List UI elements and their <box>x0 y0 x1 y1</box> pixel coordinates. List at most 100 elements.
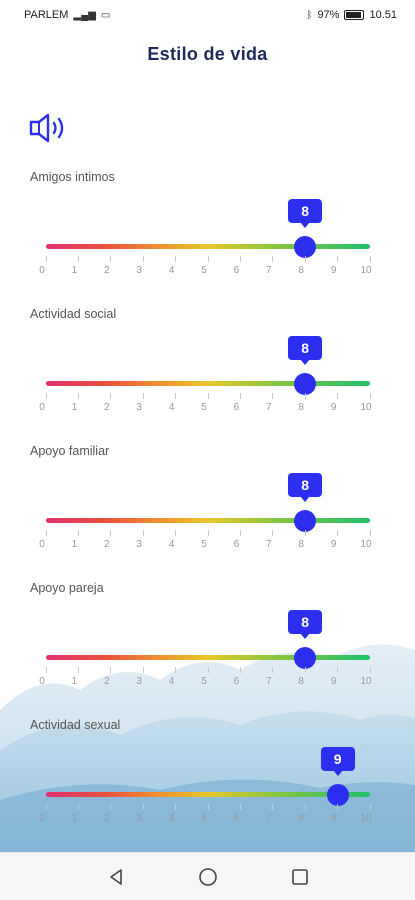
slider-tick-label: 10 <box>360 676 372 687</box>
slider-tick <box>142 530 144 536</box>
slider-tick <box>77 804 79 810</box>
slider-tick <box>77 530 79 536</box>
slider-tick <box>77 256 79 262</box>
slider-track[interactable] <box>46 792 370 797</box>
status-left: PARLEM ▂▄▆ ▭ <box>24 9 110 21</box>
slider-tick <box>142 804 144 810</box>
slider-tick-label: 5 <box>201 676 207 687</box>
slider-tick-label: 4 <box>168 813 175 824</box>
slider-tick-label: 2 <box>104 676 110 687</box>
slider-tick-label: 7 <box>266 676 272 687</box>
slider-tick-label: 7 <box>266 265 272 276</box>
back-triangle-icon[interactable] <box>104 865 128 889</box>
slider-tick-label: 9 <box>330 402 337 413</box>
slider-tick <box>272 804 274 810</box>
slider-tick <box>239 256 241 262</box>
status-bar: PARLEM ▂▄▆ ▭ ᛒ 97% 10.51 <box>0 0 415 30</box>
slider-tick-label: 9 <box>330 813 337 824</box>
slider-tick-label: 9 <box>330 539 337 550</box>
slider-tick <box>239 393 241 399</box>
slider-tick-label: 5 <box>201 402 207 413</box>
slider-tick-label: 8 <box>298 402 304 413</box>
slider-track[interactable] <box>46 244 370 249</box>
slider-tick-label: 5 <box>201 813 207 824</box>
slider-tick <box>142 256 144 262</box>
slider-tick-label: 2 <box>104 813 110 824</box>
slider-tick <box>369 256 371 262</box>
slider-group: Amigos intimos 8 0 1 2 3 4 5 6 7 8 9 10 <box>0 170 415 290</box>
slider-tick-label: 10 <box>360 813 372 824</box>
slider-tick <box>337 393 339 399</box>
slider-tick-label: 8 <box>298 265 304 276</box>
slider-tick-label: 6 <box>233 676 240 687</box>
slider-label: Amigos intimos <box>30 170 115 184</box>
slider-tick-label: 8 <box>298 539 304 550</box>
slider-thumb[interactable] <box>294 236 317 258</box>
slider-tick <box>110 804 112 810</box>
slider-group: Apoyo pareja 8 0 1 2 3 4 5 6 7 8 9 10 <box>0 581 415 701</box>
slider-tick-label: 9 <box>330 265 337 276</box>
battery-percent: 97% <box>317 9 340 21</box>
bluetooth-icon: ᛒ <box>306 9 313 21</box>
slider-tick <box>207 667 209 673</box>
slider-tick-label: 8 <box>298 676 304 687</box>
slider-label: Apoyo familiar <box>30 444 110 458</box>
slider-track[interactable] <box>46 518 370 523</box>
slider-tick-label: 0 <box>39 265 45 276</box>
slider-tick <box>337 530 339 536</box>
slider-tick <box>110 393 112 399</box>
signal-icon: ▂▄▆ <box>73 9 96 21</box>
slider-tick-label: 3 <box>136 813 142 824</box>
slider-tick <box>369 530 371 536</box>
slider-tick <box>304 530 306 536</box>
slider-tick-label: 0 <box>39 539 45 550</box>
slider-tick <box>45 667 47 673</box>
slider-tick-label: 4 <box>168 402 175 413</box>
slider-label: Actividad social <box>30 307 117 321</box>
slider-tick <box>272 393 274 399</box>
slider-tick <box>45 804 47 810</box>
slider-tick-label: 10 <box>360 265 372 276</box>
slider-tick-label: 5 <box>201 265 207 276</box>
slider-value-bubble: 8 <box>288 199 323 223</box>
slider-track[interactable] <box>46 381 370 386</box>
slider-thumb[interactable] <box>294 647 317 669</box>
home-circle-icon[interactable] <box>196 865 220 889</box>
slider-tick <box>239 530 241 536</box>
slider-tick <box>337 804 339 810</box>
slider-tick <box>239 804 241 810</box>
slider-tick <box>337 667 339 673</box>
slider-tick-label: 10 <box>360 402 372 413</box>
slider-tick-label: 6 <box>233 813 240 824</box>
slider-tick <box>77 667 79 673</box>
slider-tick-label: 7 <box>266 402 272 413</box>
slider-tick <box>175 256 177 262</box>
slider-tick <box>207 530 209 536</box>
slider-tick <box>45 393 47 399</box>
slider-tick <box>239 667 241 673</box>
slider-tick-label: 1 <box>71 676 78 687</box>
recents-square-icon[interactable] <box>288 865 312 889</box>
slider-tick-label: 6 <box>233 402 240 413</box>
slider-tick-label: 4 <box>168 676 175 687</box>
slider-thumb[interactable] <box>294 373 317 395</box>
slider-tick <box>272 530 274 536</box>
slider-tick <box>175 667 177 673</box>
slider-tick-label: 0 <box>39 813 45 824</box>
slider-tick <box>272 667 274 673</box>
slider-value-bubble: 8 <box>288 610 323 634</box>
slider-thumb[interactable] <box>294 510 317 532</box>
screen-icon: ▭ <box>100 9 111 21</box>
page-title: Estilo de vida <box>147 44 268 64</box>
slider-tick-label: 4 <box>168 539 175 550</box>
slider-group: Apoyo familiar 8 0 1 2 3 4 5 6 7 8 9 10 <box>0 444 415 564</box>
slider-track[interactable] <box>46 655 370 660</box>
slider-tick <box>304 667 306 673</box>
carrier-name: PARLEM <box>24 9 69 21</box>
slider-tick-label: 5 <box>201 539 207 550</box>
slider-tick-label: 10 <box>360 539 372 550</box>
volume-icon[interactable] <box>28 112 68 144</box>
battery-icon <box>344 10 365 20</box>
slider-tick-label: 9 <box>330 676 337 687</box>
slider-thumb[interactable] <box>326 784 349 806</box>
